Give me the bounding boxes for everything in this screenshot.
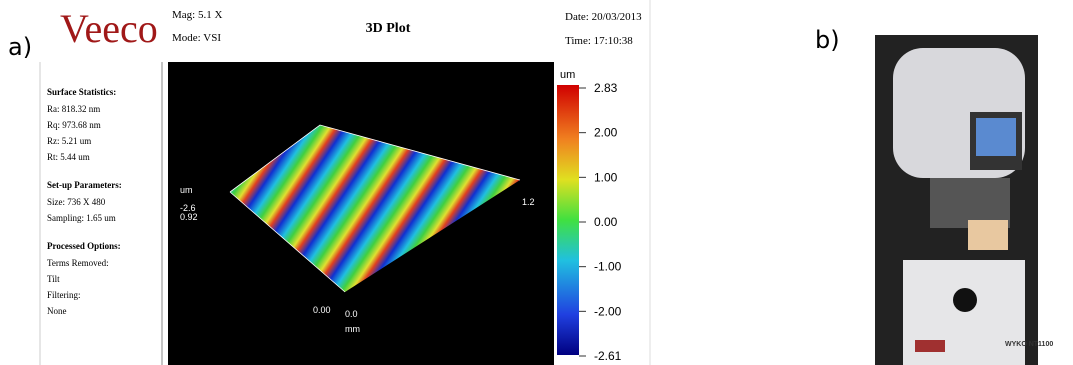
z-unit: um: [180, 185, 193, 195]
logo: Veeco: [60, 6, 158, 51]
y-origin: 0.0: [345, 309, 358, 319]
section-item: Filtering:: [47, 290, 81, 300]
colorbar: [557, 85, 579, 355]
section-item: Rt: 5.44 um: [47, 152, 90, 162]
section-item: Sampling: 1.65 um: [47, 213, 116, 223]
plot-title: 3D Plot: [366, 21, 411, 36]
section-title: Processed Options:: [47, 241, 121, 251]
panel-label: b): [815, 26, 840, 54]
section-item: Tilt: [47, 274, 60, 284]
photo: WYKO NT1100: [875, 35, 1053, 365]
section-item: Rz: 5.21 um: [47, 136, 91, 146]
section-item: None: [47, 306, 67, 316]
panel-label: a): [8, 33, 32, 61]
sidebar: Surface Statistics: Ra: 818.32 nm Rq: 973.…: [47, 87, 122, 316]
tick-label: -2.61: [594, 349, 622, 363]
section-title: Set-up Parameters:: [47, 180, 122, 190]
time: Time: 17:10:38: [565, 35, 633, 47]
tick-label: -1.00: [594, 260, 622, 274]
date: Date: 20/03/2013: [565, 11, 642, 23]
section-title: Surface Statistics:: [47, 87, 116, 97]
tick-label: 1.00: [594, 170, 618, 184]
tick-label: -2.00: [594, 304, 622, 318]
tick-label: 2.00: [594, 126, 618, 140]
colorbar-unit: um: [560, 69, 575, 81]
x-unit: mm: [345, 324, 360, 334]
z-max: 0.92: [180, 212, 198, 222]
instrument-name: WYKO NT1100: [1005, 341, 1053, 348]
tick-label: 0.00: [594, 215, 618, 229]
axis-frame: [229, 124, 521, 193]
section-item: Terms Removed:: [47, 258, 109, 268]
section-item: Ra: 818.32 nm: [47, 104, 100, 114]
colorbar-ticks: 2.83 2.00 1.00 0.00 -1.00 -2.00 -2.61: [579, 81, 622, 363]
axis-frame: [229, 191, 346, 293]
z-min: -2.6: [180, 203, 196, 213]
mode: Mode: VSI: [172, 32, 221, 44]
section-item: Size: 736 X 480: [47, 197, 106, 207]
tick-label: 2.83: [594, 81, 618, 95]
surface: [230, 125, 520, 292]
y-end: 1.2: [522, 197, 535, 207]
mag: Mag: 5.1 X: [172, 9, 222, 21]
section-item: Rq: 973.68 nm: [47, 120, 101, 130]
x-origin: 0.00: [313, 305, 331, 315]
